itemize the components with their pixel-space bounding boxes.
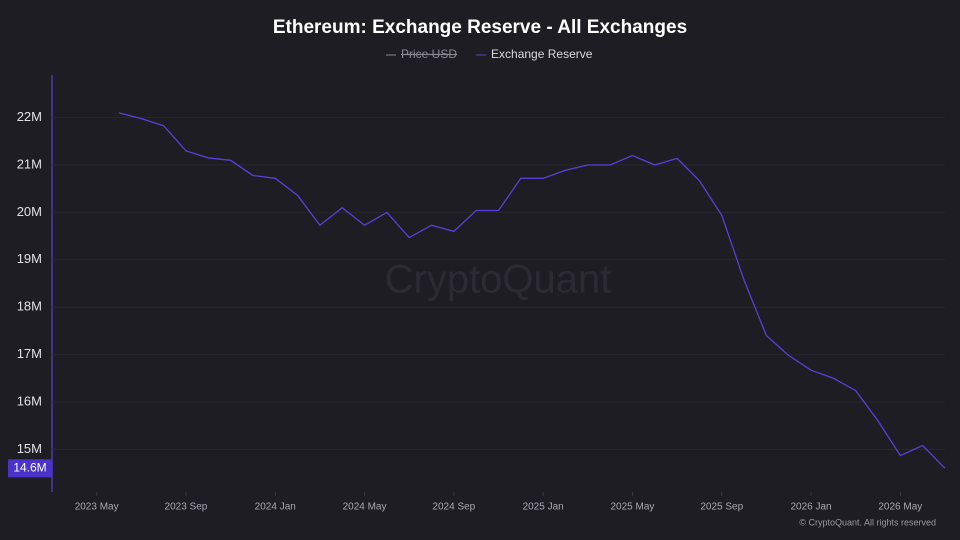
chart-title: Ethereum: Exchange Reserve - All Exchang… — [273, 17, 687, 38]
x-tick-label: 2026 Jan — [790, 502, 831, 513]
current-value-box — [8, 459, 52, 478]
legend-label[interactable]: Exchange Reserve — [491, 47, 593, 61]
x-tick-label: 2023 Sep — [165, 502, 208, 513]
y-tick-label: 22M — [17, 109, 42, 124]
y-tick-label: 20M — [17, 204, 42, 219]
series-line — [118, 112, 946, 469]
watermark: CryptoQuant — [385, 258, 612, 302]
x-tick-label: 2025 Sep — [700, 502, 743, 513]
legend-label[interactable]: Price USD — [401, 47, 457, 61]
y-tick-label: 21M — [17, 156, 42, 171]
y-tick-label: 15M — [17, 441, 42, 456]
footer: © CryptoQuant. All rights reserved — [799, 517, 936, 527]
x-tick-label: 2024 Sep — [432, 502, 475, 513]
x-tick-label: 2026 May — [878, 502, 922, 513]
y-tick-label: 17M — [17, 346, 42, 361]
y-tick-label: 19M — [17, 251, 42, 266]
x-tick-label: 2025 May — [610, 502, 654, 513]
y-tick-label: 18M — [17, 299, 42, 314]
y-tick-label: 16M — [17, 393, 42, 408]
x-tick-label: 2023 May — [75, 502, 119, 513]
x-tick-label: 2024 May — [343, 502, 387, 513]
x-tick-label: 2024 Jan — [255, 502, 296, 513]
current-value-label: 14.6M — [13, 460, 46, 474]
x-tick-label: 2025 Jan — [523, 502, 564, 513]
